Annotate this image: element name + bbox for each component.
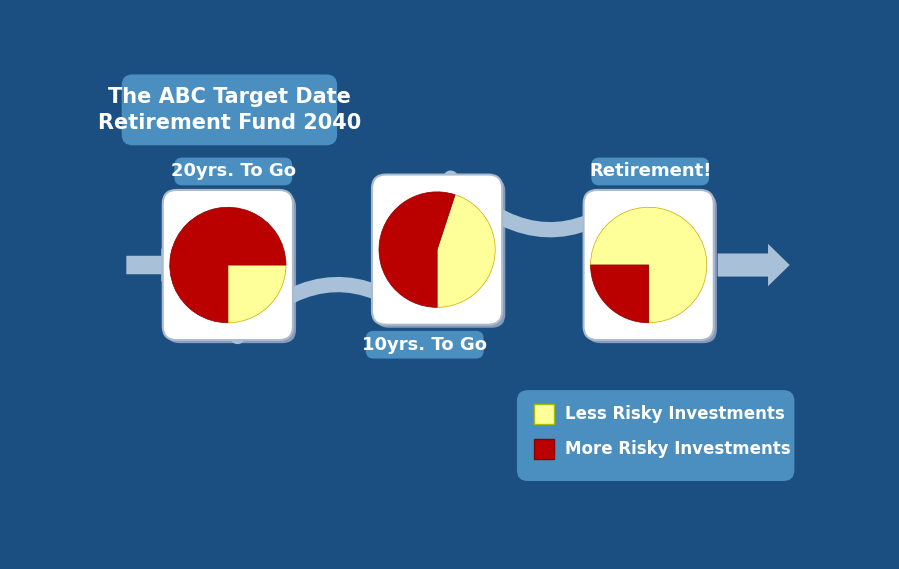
FancyBboxPatch shape (517, 390, 795, 481)
FancyBboxPatch shape (165, 193, 296, 343)
FancyBboxPatch shape (174, 158, 292, 185)
Wedge shape (437, 195, 495, 307)
Wedge shape (379, 192, 455, 307)
Bar (534, 404, 554, 424)
Wedge shape (227, 265, 286, 323)
Text: 20yrs. To Go: 20yrs. To Go (171, 163, 296, 180)
Text: 10yrs. To Go: 10yrs. To Go (362, 336, 487, 354)
FancyBboxPatch shape (372, 175, 503, 325)
Wedge shape (591, 265, 649, 323)
Text: Less Risky Investments: Less Risky Investments (565, 405, 785, 423)
Text: Retirement!: Retirement! (589, 163, 711, 180)
Bar (534, 439, 554, 459)
FancyBboxPatch shape (366, 331, 484, 358)
FancyBboxPatch shape (121, 75, 337, 145)
Wedge shape (591, 207, 707, 323)
FancyBboxPatch shape (592, 158, 709, 185)
FancyBboxPatch shape (583, 190, 714, 340)
FancyArrow shape (127, 248, 174, 282)
FancyBboxPatch shape (163, 190, 293, 340)
FancyArrow shape (717, 244, 789, 286)
Text: The ABC Target Date
Retirement Fund 2040: The ABC Target Date Retirement Fund 2040 (98, 86, 361, 133)
FancyBboxPatch shape (587, 193, 717, 343)
Wedge shape (170, 207, 286, 323)
FancyBboxPatch shape (375, 178, 505, 328)
Text: More Risky Investments: More Risky Investments (565, 440, 790, 459)
